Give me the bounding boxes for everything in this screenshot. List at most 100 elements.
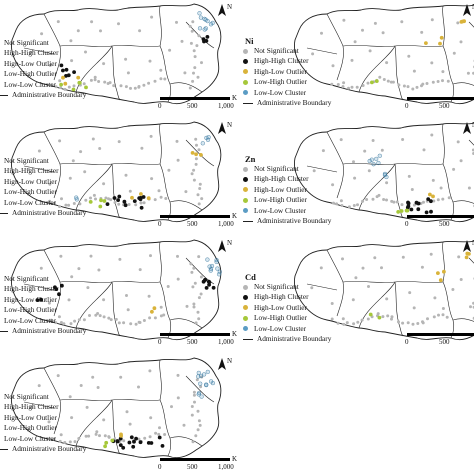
sample-point-high-low [424,41,428,45]
legend-label: Low-High Outlier [4,69,57,79]
sample-point-not-significant [37,384,41,388]
north-arrow-icon [463,240,471,252]
sample-point-not-significant [190,413,194,417]
legend-label: Administrative Boundary [12,325,87,335]
legend-label: Low-Low Cluster [4,79,57,89]
sample-point-not-significant [48,182,52,186]
sample-point-not-significant [459,40,463,44]
sample-point-not-significant [68,176,72,180]
sample-point-not-significant [382,78,386,81]
sample-point-not-significant [134,203,138,207]
legend-label: High-High Cluster [4,284,59,294]
sample-point-not-significant [371,197,375,201]
sample-point-low-low [198,381,203,386]
sample-point-not-significant [342,81,346,85]
sample-point-not-significant [48,437,52,441]
sample-point-low-high [396,210,401,214]
legend-label: Low-Low Cluster [4,315,57,325]
sample-point-not-significant [441,79,444,83]
sample-point-not-significant [140,146,144,150]
north-label: N [227,3,233,11]
sample-point-not-significant [197,34,201,38]
administrative-boundary-line [75,45,113,93]
sample-point-not-significant [411,322,415,326]
legend-label: Low-Low Cluster [254,323,307,333]
sample-point-not-significant [352,204,356,207]
sample-point-not-significant [188,86,192,90]
sample-point-not-significant [184,190,188,194]
sample-point-not-significant [441,70,445,74]
sample-point-high-low [438,278,443,283]
sample-point-high-high [105,202,110,206]
legend-swatch-low-low [243,326,248,332]
sample-point-low-high [399,209,404,213]
sample-point-low-low [202,27,207,32]
sample-point-not-significant [70,275,74,279]
legend-item-not-significant: Not Significant [4,156,86,166]
sample-point-low-high [99,198,103,203]
scale-tick-label: 1,000 [218,463,234,471]
sample-point-high-high [426,197,431,201]
legend-label: High-Low Outlier [4,412,57,422]
sample-point-low-high [88,200,93,204]
sample-point-high-high [205,35,210,39]
sample-point-low-low [371,162,376,167]
sample-point-not-significant [373,21,377,25]
plateau-outline [294,122,474,223]
legend-line-swatch [243,220,253,222]
sample-point-high-low [139,192,143,196]
north-label: N [472,122,474,129]
sample-point-not-significant [92,193,96,197]
legend-item-high-high: High-High Cluster [4,284,86,294]
sample-point-not-significant [163,77,167,81]
sample-point-high-high [141,195,146,199]
legend-label: High-Low Outlier [4,176,57,186]
legend-label: Low-High Outlier [254,77,307,87]
sample-point-not-significant [382,198,386,201]
element-label: Zn [245,154,256,164]
sample-point-not-significant [125,294,128,297]
legend-item-high-low: High-Low Outlier [4,177,86,187]
sample-point-not-significant [98,434,101,438]
north-label: N [227,357,233,365]
sample-point-high-high [160,444,165,448]
sample-point-low-low [377,153,382,158]
sample-point-low-low [369,157,374,162]
sample-point-not-significant [73,319,77,323]
sample-point-not-significant [436,80,440,83]
sample-point-not-significant [142,319,146,322]
sample-point-not-significant [97,268,101,272]
sample-point-not-significant [56,20,60,24]
sample-point-not-significant [154,431,158,435]
sample-point-high-high [132,439,136,444]
sample-point-not-significant [98,147,102,150]
sample-point-not-significant [386,314,390,318]
sample-point-not-significant [89,78,93,82]
sample-point-not-significant [153,79,157,83]
sample-point-not-significant [350,58,354,62]
sample-point-not-significant [128,422,132,426]
sample-point-not-significant [72,202,76,205]
sample-point-not-significant [63,87,67,91]
legend-line-swatch [0,448,8,450]
sample-point-not-significant [340,204,344,207]
sample-point-not-significant [162,313,166,317]
sample-point-not-significant [319,266,323,270]
scale-tick-label: 1,000 [218,220,234,228]
sample-point-not-significant [385,198,388,202]
sample-point-not-significant [98,314,102,318]
sample-point-high-low [61,75,65,80]
map-canvas [11,121,222,223]
sample-point-not-significant [196,193,200,197]
sample-point-high-high [139,205,144,210]
legend-label: Low-Low Cluster [254,87,307,97]
scale-bar [407,215,474,218]
scale-tick-label: 0 [158,338,162,346]
legend-swatch-high-high [243,295,248,301]
sample-point-low-low [205,137,211,142]
sample-point-not-significant [195,143,198,147]
sample-point-low-low [208,268,213,273]
sample-point-high-high [131,444,136,449]
sample-point-not-significant [124,85,128,89]
sample-point-not-significant [109,198,113,202]
